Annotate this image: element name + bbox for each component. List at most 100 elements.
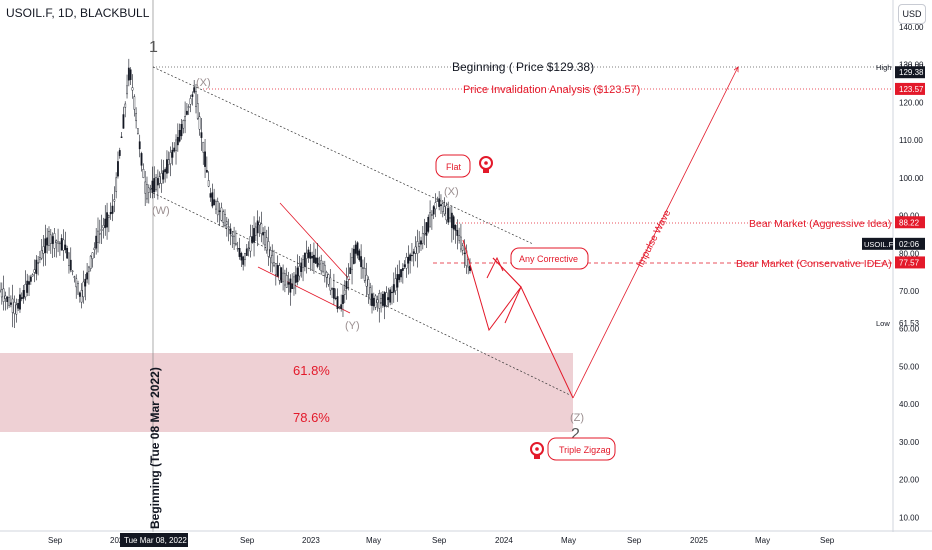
candle-body bbox=[325, 272, 328, 278]
y-tick-label: 40.00 bbox=[899, 400, 920, 409]
candle-body bbox=[196, 103, 199, 119]
crosshair-date-badge: Tue Mar 08, 2022 bbox=[120, 533, 188, 547]
candle-body bbox=[33, 269, 36, 273]
candle-body bbox=[164, 169, 167, 173]
candle-body bbox=[285, 275, 288, 288]
candle-body bbox=[405, 257, 408, 269]
candle-body bbox=[403, 264, 406, 267]
candle-body bbox=[151, 180, 154, 193]
candle-body bbox=[198, 116, 201, 130]
candle-body bbox=[456, 229, 459, 236]
candle-body bbox=[166, 159, 168, 174]
y-tick-label: 30.00 bbox=[899, 438, 920, 447]
candle-body bbox=[231, 234, 234, 237]
candle-body bbox=[229, 228, 232, 235]
candle-body bbox=[434, 202, 437, 210]
candle-body bbox=[331, 288, 333, 290]
candle-body bbox=[26, 280, 29, 293]
candle-body bbox=[19, 294, 21, 310]
candle-body bbox=[253, 228, 255, 243]
candle-body bbox=[182, 120, 185, 129]
bear-conservative-label: Bear Market (Conservative IDEA) bbox=[736, 258, 892, 270]
x-tick-label: Sep bbox=[240, 536, 255, 545]
candle-body bbox=[371, 293, 373, 306]
candle-body bbox=[452, 216, 455, 230]
candle-body bbox=[202, 141, 205, 153]
x-tick-label: 202 bbox=[110, 536, 124, 545]
candle-body bbox=[111, 205, 114, 214]
candle-body bbox=[215, 201, 217, 210]
candle-body bbox=[363, 268, 366, 281]
candle-body bbox=[258, 222, 261, 226]
projection-drop-to-z bbox=[492, 257, 574, 399]
y-leg-upper-line bbox=[279, 202, 351, 281]
candle-body bbox=[421, 233, 424, 244]
price-tag-name: Low bbox=[876, 319, 890, 328]
candle-body bbox=[77, 283, 79, 295]
candle-body bbox=[173, 147, 176, 152]
candle-body bbox=[175, 139, 177, 151]
candle-body bbox=[336, 296, 339, 310]
time-axis[interactable]: Sep 202 Tue Mar 08, 2022 Sep 2023 May Sep 2024 M… bbox=[48, 533, 835, 547]
candle-body bbox=[51, 236, 54, 244]
candle-body bbox=[211, 192, 214, 207]
candle-body bbox=[441, 203, 444, 212]
candle-body bbox=[432, 206, 435, 215]
candle-body bbox=[378, 293, 381, 309]
price-tag: 123.57 bbox=[895, 82, 925, 95]
candle-body bbox=[380, 297, 382, 303]
candle-body bbox=[6, 296, 9, 303]
candle-body bbox=[389, 289, 392, 303]
candle-body bbox=[409, 254, 412, 261]
triple-zigzag-box bbox=[547, 437, 616, 461]
candle-body bbox=[461, 245, 464, 251]
candle-body bbox=[144, 181, 147, 194]
price-tag-name: USOIL.F bbox=[864, 240, 894, 249]
candle-body bbox=[113, 199, 116, 202]
y-tick-label: 130.00 bbox=[899, 61, 924, 70]
candle-body bbox=[420, 240, 422, 245]
candle-body bbox=[42, 246, 45, 254]
x-tick-label: Sep bbox=[48, 536, 63, 545]
price-axis[interactable]: 140.00 130.00 120.00 110.00 100.00 90.00 80.00… bbox=[899, 23, 924, 522]
price-tag-value: 77.57 bbox=[899, 258, 920, 267]
price-tag: 88.22 bbox=[895, 216, 925, 229]
price-tag: 129.38 bbox=[895, 66, 925, 79]
candle-body bbox=[220, 207, 223, 221]
candle-body bbox=[242, 256, 245, 265]
candle-body bbox=[39, 257, 41, 260]
candle-body bbox=[400, 269, 402, 278]
projection-small-zigzag bbox=[486, 256, 504, 279]
candle-body bbox=[291, 283, 294, 289]
candle-body bbox=[450, 212, 453, 228]
candle-body bbox=[343, 289, 346, 295]
candle-body bbox=[227, 226, 230, 228]
date-badge-label: Tue Mar 08, 2022 bbox=[124, 536, 187, 545]
x-tick-label: Sep bbox=[627, 536, 642, 545]
candle-body bbox=[447, 208, 450, 223]
candle-body bbox=[274, 262, 277, 275]
candle-body bbox=[49, 234, 52, 244]
candle-body bbox=[244, 252, 246, 260]
candle-body bbox=[40, 250, 43, 259]
candle-body bbox=[82, 281, 85, 298]
candle-body bbox=[15, 304, 18, 315]
candle-body bbox=[106, 212, 108, 228]
candle-body bbox=[449, 217, 451, 219]
currency-button[interactable]: USD bbox=[898, 4, 926, 24]
candle-body bbox=[146, 184, 148, 200]
x-tick-label: Sep bbox=[820, 536, 835, 545]
lightbulb-icon bbox=[530, 442, 544, 459]
candle-body bbox=[360, 256, 363, 268]
candle-body bbox=[278, 265, 281, 281]
candle-body bbox=[184, 116, 186, 122]
y-tick-label: 140.00 bbox=[899, 23, 924, 32]
candle-body bbox=[167, 159, 170, 165]
candle-body bbox=[135, 113, 138, 122]
candle-body bbox=[126, 85, 128, 95]
invalidation-label: Price Invalidation Analysis ($123.57) bbox=[463, 84, 640, 96]
price-tag-name: High bbox=[876, 63, 891, 72]
candle-body bbox=[425, 222, 428, 236]
candle-body bbox=[195, 91, 197, 107]
